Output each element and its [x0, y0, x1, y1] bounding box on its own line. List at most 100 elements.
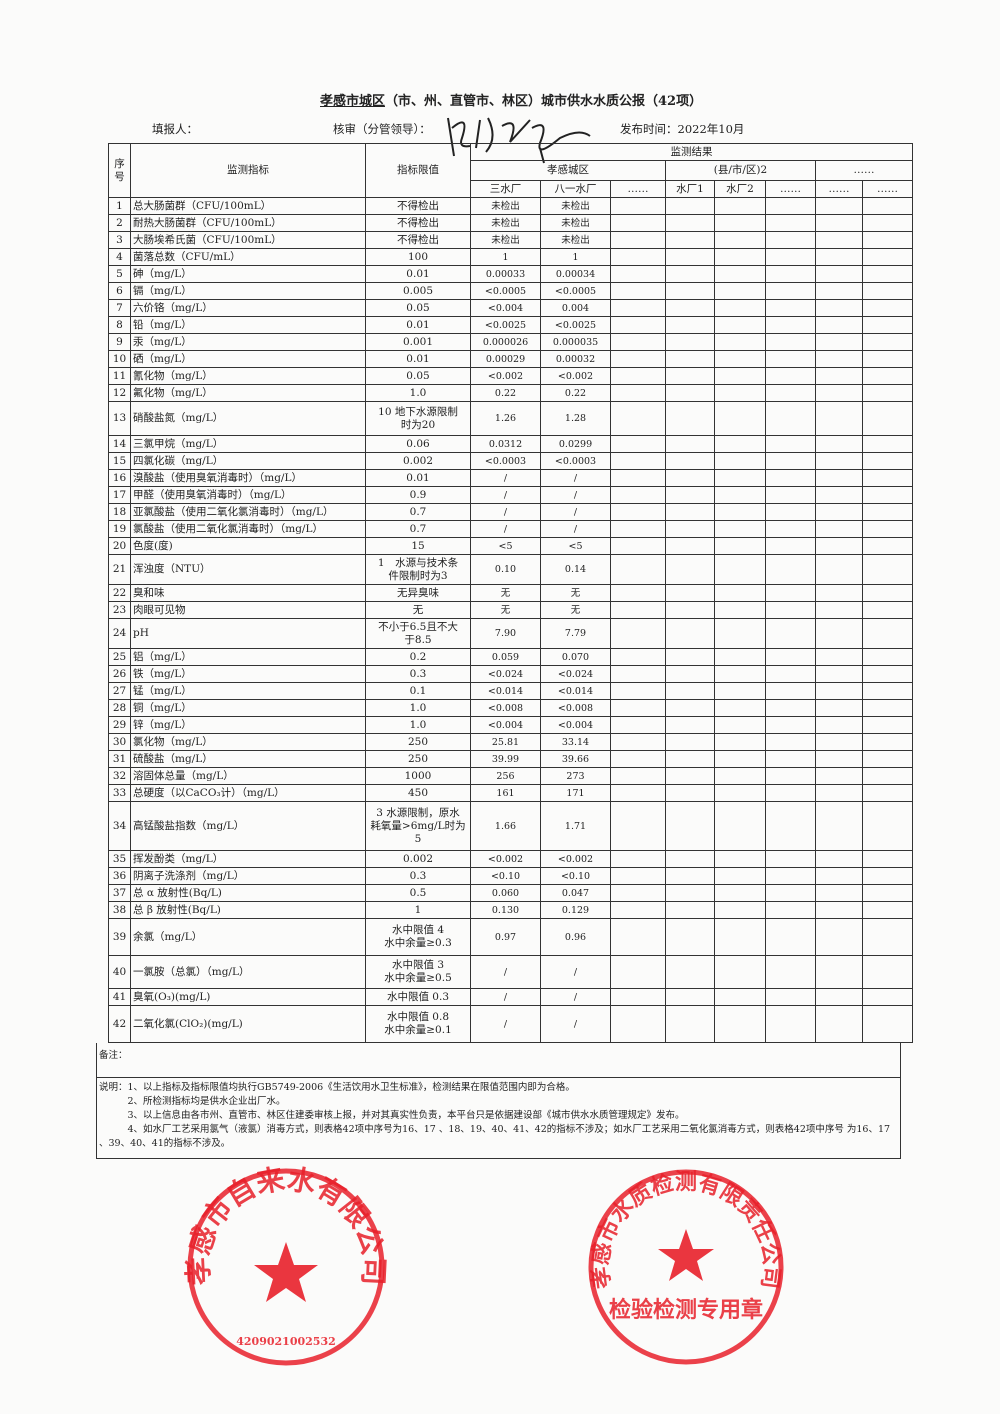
row-value-bayishuichang: 171: [540, 784, 611, 802]
empty-cell: [714, 401, 766, 436]
row-value-sanshuichang: 0.060: [470, 884, 541, 902]
table-row: 1 总大肠菌群（CFU/100mL） 不得检出 未检出 未检出: [108, 197, 913, 215]
row-limit: 无: [365, 601, 471, 619]
empty-cell: [714, 618, 766, 649]
row-indicator: 硝酸盐氮（mg/L）: [130, 401, 366, 436]
row-value-bayishuichang: <0.0003: [540, 452, 611, 470]
row-seq: 27: [108, 682, 131, 700]
empty-cell: [610, 452, 666, 470]
row-seq: 31: [108, 750, 131, 768]
row-limit: 1.0: [365, 699, 471, 717]
empty-cell: [765, 486, 816, 504]
row-limit: 0.005: [365, 282, 471, 300]
table-row: 29 锌（mg/L） 1.0 <0.004 <0.004: [108, 716, 913, 734]
row-value-bayishuichang: 无: [540, 601, 611, 619]
empty-cell: [815, 618, 863, 649]
empty-cell: [714, 435, 766, 453]
empty-cell: [815, 214, 863, 232]
empty-cell: [665, 584, 715, 602]
empty-cell: [815, 584, 863, 602]
row-indicator: 耐热大肠菌群（CFU/100mL）: [130, 214, 366, 232]
empty-cell: [665, 682, 715, 700]
row-value-sanshuichang: <0.002: [470, 367, 541, 385]
row-limit: 250: [365, 733, 471, 751]
empty-cell: [665, 401, 715, 436]
row-indicator: 一氯胺（总氯）（mg/L）: [130, 955, 366, 989]
row-value-bayishuichang: /: [540, 486, 611, 504]
empty-cell: [862, 601, 913, 619]
row-value-bayishuichang: 0.129: [540, 901, 611, 919]
empty-cell: [815, 750, 863, 768]
empty-cell: [665, 248, 715, 266]
row-indicator: 锰（mg/L）: [130, 682, 366, 700]
empty-cell: [765, 784, 816, 802]
empty-cell: [862, 716, 913, 734]
empty-cell: [714, 248, 766, 266]
empty-cell: [765, 452, 816, 470]
row-value-sanshuichang: 无: [470, 584, 541, 602]
empty-cell: [765, 503, 816, 521]
row-indicator: 浑浊度（NTU）: [130, 554, 366, 585]
row-value-bayishuichang: 0.004: [540, 299, 611, 317]
row-value-sanshuichang: 161: [470, 784, 541, 802]
row-seq: 36: [108, 867, 131, 885]
table-row: 20 色度(度) 15 <5 <5: [108, 537, 913, 555]
empty-cell: [765, 214, 816, 232]
table-row: 30 氯化物（mg/L） 250 25.81 33.14: [108, 733, 913, 751]
empty-cell: [665, 384, 715, 402]
region-name: 孝感市城区: [320, 94, 386, 109]
empty-cell: [765, 901, 816, 919]
empty-cell: [765, 231, 816, 249]
row-limit: 0.01: [365, 316, 471, 334]
empty-cell: [862, 367, 913, 385]
empty-cell: [815, 801, 863, 851]
empty-cell: [610, 367, 666, 385]
empty-cell: [862, 435, 913, 453]
row-value-bayishuichang: /: [540, 1005, 611, 1043]
row-limit: 0.5: [365, 884, 471, 902]
empty-cell: [714, 333, 766, 351]
row-value-sanshuichang: /: [470, 988, 541, 1006]
row-limit: 0.9: [365, 486, 471, 504]
row-limit: 0.002: [365, 850, 471, 868]
empty-cell: [714, 867, 766, 885]
empty-cell: [714, 988, 766, 1006]
empty-cell: [610, 214, 666, 232]
row-indicator: 氰化物（mg/L）: [130, 367, 366, 385]
table-row: 36 阴离子洗涤剂（mg/L） 0.3 <0.10 <0.10: [108, 867, 913, 885]
empty-cell: [862, 850, 913, 868]
empty-cell: [714, 767, 766, 785]
empty-cell: [862, 884, 913, 902]
empty-cell: [765, 618, 816, 649]
row-value-bayishuichang: /: [540, 988, 611, 1006]
empty-cell: [714, 350, 766, 368]
row-value-sanshuichang: <0.004: [470, 299, 541, 317]
row-seq: 41: [108, 988, 131, 1006]
empty-cell: [610, 584, 666, 602]
row-value-sanshuichang: /: [470, 503, 541, 521]
row-seq: 19: [108, 520, 131, 538]
row-limit: 不得检出: [365, 197, 471, 215]
empty-cell: [665, 801, 715, 851]
row-indicator: 总硬度（以CaCO₃计）（mg/L）: [130, 784, 366, 802]
table-row: 8 铅（mg/L） 0.01 <0.0025 <0.0025: [108, 316, 913, 334]
row-indicator: 氯酸盐（使用二氧化氯消毒时）（mg/L）: [130, 520, 366, 538]
row-seq: 23: [108, 601, 131, 619]
row-seq: 12: [108, 384, 131, 402]
row-seq: 1: [108, 197, 131, 215]
notes-section: 备注： 说明：1、以上指标及指标限值均执行GB5749-2006《生活饮用水卫生…: [96, 1043, 901, 1159]
empty-cell: [610, 665, 666, 683]
empty-cell: [862, 901, 913, 919]
empty-cell: [714, 197, 766, 215]
empty-cell: [714, 918, 766, 956]
row-seq: 15: [108, 452, 131, 470]
empty-cell: [714, 520, 766, 538]
empty-cell: [862, 767, 913, 785]
row-value-bayishuichang: 0.0299: [540, 435, 611, 453]
empty-cell: [665, 333, 715, 351]
row-seq: 34: [108, 801, 131, 851]
row-limit: 不得检出: [365, 214, 471, 232]
empty-cell: [714, 554, 766, 585]
empty-cell: [665, 665, 715, 683]
empty-cell: [714, 733, 766, 751]
